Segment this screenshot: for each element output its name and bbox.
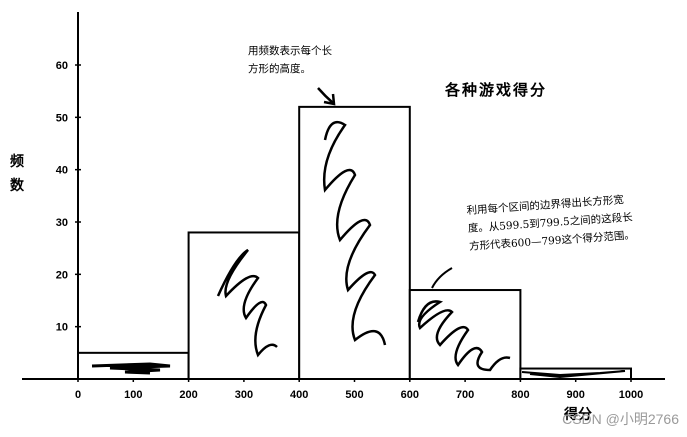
- x-tick-label: 600: [401, 389, 419, 401]
- x-tick-label: 400: [290, 389, 308, 401]
- x-tick-label: 500: [345, 389, 363, 401]
- y-tick-label: 20: [56, 269, 68, 281]
- x-tick-label: 700: [456, 389, 474, 401]
- y-ticks: 10 20 30 40 50 60: [56, 60, 81, 334]
- y-axis-label-char-1: 频: [10, 154, 24, 170]
- scribble-bar-1: [91, 362, 171, 375]
- x-axis-label: 得分: [564, 407, 592, 423]
- x-tick-label: 800: [511, 389, 529, 401]
- arrow-to-bar-3: [317, 87, 336, 106]
- chart-title: 各种游戏得分: [444, 81, 547, 99]
- arrow-to-bar-4: [431, 267, 453, 289]
- y-tick-label: 60: [56, 60, 68, 72]
- annotation-width: 利用每个区间的边界得出长方形宽 度。从599.5到799.5之间的这段长 方形代…: [466, 190, 635, 255]
- scribble-bar-5: [521, 370, 626, 379]
- y-tick-label: 40: [56, 165, 68, 177]
- x-tick-label: 200: [179, 389, 197, 401]
- x-tick-label: 0: [75, 389, 81, 401]
- x-ticks: 0 100 200 300 400 500 600 700 800 900 1000: [75, 376, 643, 401]
- scribble-bar-4: [416, 300, 511, 372]
- x-tick-label: 1000: [619, 389, 643, 401]
- y-tick-label: 30: [56, 217, 68, 229]
- bar-scribbles: [91, 120, 626, 379]
- histogram-bar-3: [298, 105, 411, 380]
- y-axis-label: 频 数: [10, 150, 28, 198]
- y-tick-label: 50: [56, 112, 68, 124]
- x-tick-label: 100: [124, 389, 142, 401]
- annotation-height-line-1: 用频数表示每个长: [248, 45, 332, 57]
- y-axis-label-char-2: 数: [10, 178, 24, 194]
- scribble-bar-3: [323, 120, 387, 346]
- histogram-bars: [77, 105, 633, 381]
- x-tick-label: 300: [235, 389, 253, 401]
- scribble-bar-2: [216, 248, 278, 358]
- annotation-height: 用频数表示每个长 方形的高度。: [248, 42, 332, 78]
- x-tick-label: 900: [567, 389, 585, 401]
- y-tick-label: 10: [56, 322, 68, 334]
- annotation-height-line-2: 方形的高度。: [248, 63, 311, 75]
- watermark: CSDN @小明2766: [562, 411, 679, 427]
